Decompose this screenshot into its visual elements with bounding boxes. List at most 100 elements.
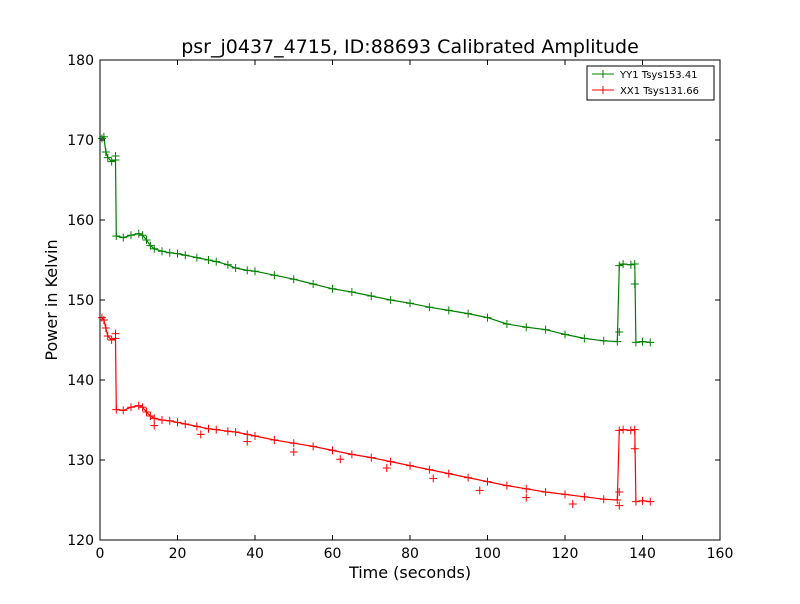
outlier-point [289,448,298,456]
data-point [158,247,166,256]
data-point [406,461,414,470]
y-tick-label: 120 [67,533,94,549]
outlier-point [336,455,345,464]
outlier-point [630,444,639,453]
outlier-point [475,486,484,495]
data-point [444,469,453,478]
data-point [328,446,337,455]
data-point [580,492,589,501]
data-point [464,309,473,318]
data-point [309,442,318,451]
data-point [561,490,569,499]
y-axis-label: Power in Kelvin [42,239,61,360]
data-point [386,296,395,304]
x-tick-label: 0 [96,546,105,562]
data-point [580,334,589,343]
data-point [165,416,174,425]
data-point [599,336,608,345]
x-tick-label: 140 [629,546,656,562]
data-point [127,403,135,412]
data-point [483,477,492,486]
data-point [561,330,569,339]
data-point [522,484,531,493]
data-point [107,336,116,344]
data-point [615,426,624,435]
data-point [541,488,550,496]
data-point [251,267,259,276]
legend-label-yy1: YY1 Tsys153.41 [619,70,698,81]
data-point [347,450,356,459]
data-point [165,248,174,257]
data-point [181,251,190,260]
data-point [367,292,376,300]
data-point [613,496,622,504]
x-tick-label: 20 [169,546,187,562]
outlier-point [615,501,624,510]
outlier-point [243,437,252,446]
chart-title: psr_j0437_4715, ID:88693 Calibrated Ampl… [181,36,639,58]
data-point [204,424,213,433]
data-point [212,425,221,434]
data-point [309,280,318,288]
data-point [99,132,108,141]
data-point [101,324,110,332]
data-point [615,261,624,270]
data-point [646,338,655,347]
outlier-point [111,329,120,338]
data-point [328,284,337,293]
ticks-layer: 0 20 40 60 80 100 120 140 160 120 130 140 150 160 170 1… [67,53,733,562]
data-point [631,338,640,347]
data-point [134,229,143,238]
data-point [103,153,112,162]
data-point [541,325,550,334]
data-point [626,260,635,269]
data-point [270,436,279,444]
data-point [425,303,434,312]
legend-marker-yy1 [599,70,607,78]
data-point [212,257,221,266]
data-point [150,244,159,253]
data-point [223,260,232,269]
data-point [289,439,298,448]
data-point [204,256,213,264]
data-point [138,403,147,412]
data-point [112,232,121,240]
data-point [127,231,135,240]
x-tick-label: 60 [324,546,342,562]
data-point [464,473,473,482]
data-point [142,236,151,244]
x-tick-label: 80 [401,546,419,562]
series-0 [97,132,655,347]
outlier-point [568,500,577,508]
outlier-point [615,328,624,336]
x-tick-label: 120 [552,546,579,562]
y-tick-label: 140 [67,373,94,389]
outlier-point [111,152,120,160]
data-point [146,241,155,250]
series-1 [97,313,655,510]
data-point [406,299,414,308]
data-point [630,425,639,434]
legend-marker-xx1 [599,86,607,94]
data-point [599,495,608,504]
x-tick-label: 160 [707,546,734,562]
y-tick-label: 160 [67,213,94,229]
data-point [112,405,121,414]
series-layer [97,132,655,510]
data-point [502,320,511,328]
data-point [386,457,395,466]
data-point [367,453,376,462]
data-point [483,313,492,322]
data-point [103,332,112,340]
y-tick-label: 180 [67,53,94,69]
data-point [425,465,434,474]
data-point [138,231,147,240]
legend-box [586,65,715,101]
y-tick-label: 150 [67,293,94,309]
data-point [243,430,252,439]
data-point [444,306,453,315]
data-point [231,264,240,272]
data-point [646,497,655,506]
x-tick-label: 40 [246,546,264,562]
